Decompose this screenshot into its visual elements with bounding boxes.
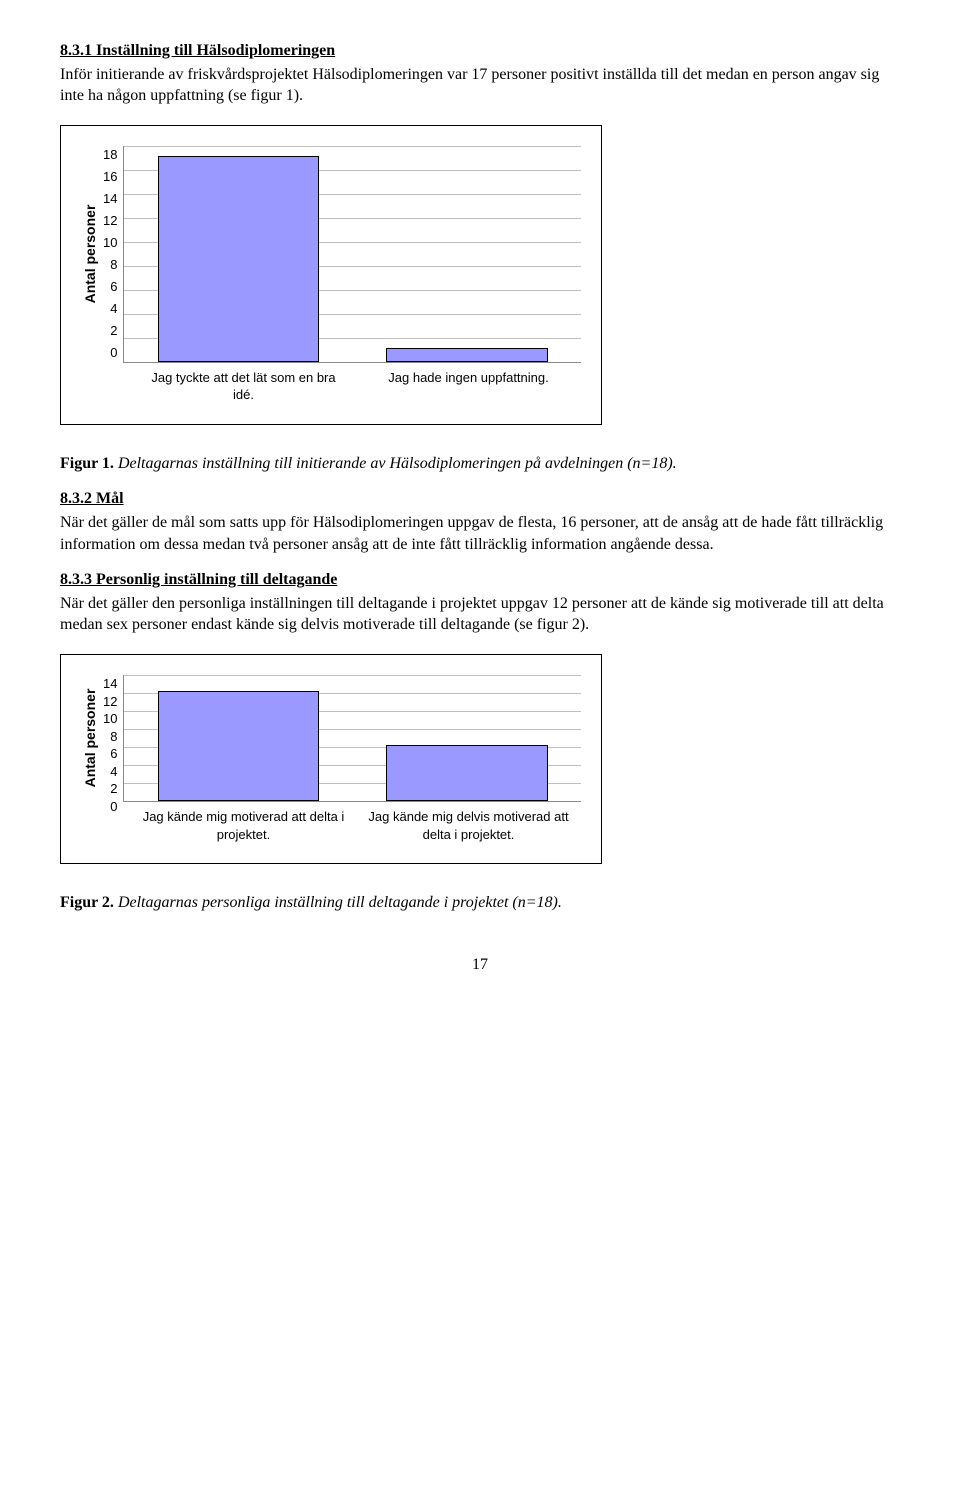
ytick-label: 14 (103, 675, 117, 693)
figure-2-text: Deltagarnas personliga inställning till … (114, 894, 562, 911)
figure-1-label: Figur 1. (60, 455, 114, 472)
section-heading-833: 8.3.3 Personlig inställning till deltaga… (60, 569, 900, 591)
section-body-832: När det gäller de mål som satts upp för … (60, 512, 900, 555)
heading-text: 8.3.1 Inställning till Hälsodiplomeringe… (60, 42, 335, 59)
xtick-label: Jag kände mig delvis motiverad att delta… (367, 808, 570, 843)
figure-2-label: Figur 2. (60, 894, 114, 911)
chart-2-xlabels: Jag kände mig motiverad att delta i proj… (131, 808, 581, 843)
bar (386, 745, 548, 801)
ytick-label: 0 (110, 344, 117, 362)
chart-1: Antal personer 18 16 14 12 10 8 6 4 2 0 Jag tyckt… (81, 146, 581, 404)
ytick-label: 12 (103, 212, 117, 230)
bar (386, 348, 548, 362)
svg-text:Antal personer: Antal personer (82, 688, 98, 787)
ytick-label: 8 (110, 728, 117, 746)
chart-1-xlabels: Jag tyckte att det lät som en bra idé. Ja… (131, 369, 581, 404)
chart-2-container: Antal personer 14121086420 Jag kände mig… (60, 654, 602, 864)
ytick-label: 4 (110, 300, 117, 318)
ytick-label: 14 (103, 190, 117, 208)
chart-2-bars (124, 675, 581, 801)
section-heading-832: 8.3.2 Mål (60, 488, 900, 510)
bar (158, 691, 320, 801)
ytick-label: 6 (110, 745, 117, 763)
figure-2-caption: Figur 2. Deltagarnas personliga inställn… (60, 892, 900, 914)
heading-text: 8.3.2 Mål (60, 490, 124, 507)
figure-1-caption: Figur 1. Deltagarnas inställning till in… (60, 453, 900, 475)
svg-text:Antal personer: Antal personer (82, 204, 98, 303)
chart-1-ylabel: Antal personer (81, 146, 103, 362)
ytick-label: 2 (110, 322, 117, 340)
chart-1-plot (123, 146, 581, 363)
figure-1-text: Deltagarnas inställning till initierande… (114, 455, 677, 472)
ytick-label: 10 (103, 710, 117, 728)
section-heading-831: 8.3.1 Inställning till Hälsodiplomeringe… (60, 40, 900, 62)
xtick-label: Jag hade ingen uppfattning. (367, 369, 570, 404)
ytick-label: 10 (103, 234, 117, 252)
chart-2-plot (123, 675, 581, 802)
chart-1-container: Antal personer 18 16 14 12 10 8 6 4 2 0 Jag tyckt… (60, 125, 602, 425)
ytick-label: 18 (103, 146, 117, 164)
section-body-833: När det gäller den personliga inställnin… (60, 593, 900, 636)
section-body-831: Inför initierande av friskvårdsprojektet… (60, 64, 900, 107)
chart-1-yaxis: 18 16 14 12 10 8 6 4 2 0 (103, 146, 123, 362)
chart-1-bars (124, 146, 581, 362)
heading-text: 8.3.3 Personlig inställning till deltaga… (60, 571, 337, 588)
chart-2-ylabel: Antal personer (81, 675, 103, 801)
page-number: 17 (60, 954, 900, 976)
ytick-label: 16 (103, 168, 117, 186)
xtick-label: Jag tyckte att det lät som en bra idé. (142, 369, 345, 404)
chart-2-yaxis: 14121086420 (103, 675, 123, 801)
ytick-label: 6 (110, 278, 117, 296)
chart-2: Antal personer 14121086420 Jag kände mig… (81, 675, 581, 843)
bar (158, 156, 320, 362)
ytick-label: 4 (110, 763, 117, 781)
ytick-label: 2 (110, 780, 117, 798)
ytick-label: 0 (110, 798, 117, 816)
ytick-label: 8 (110, 256, 117, 274)
xtick-label: Jag kände mig motiverad att delta i proj… (142, 808, 345, 843)
ytick-label: 12 (103, 693, 117, 711)
